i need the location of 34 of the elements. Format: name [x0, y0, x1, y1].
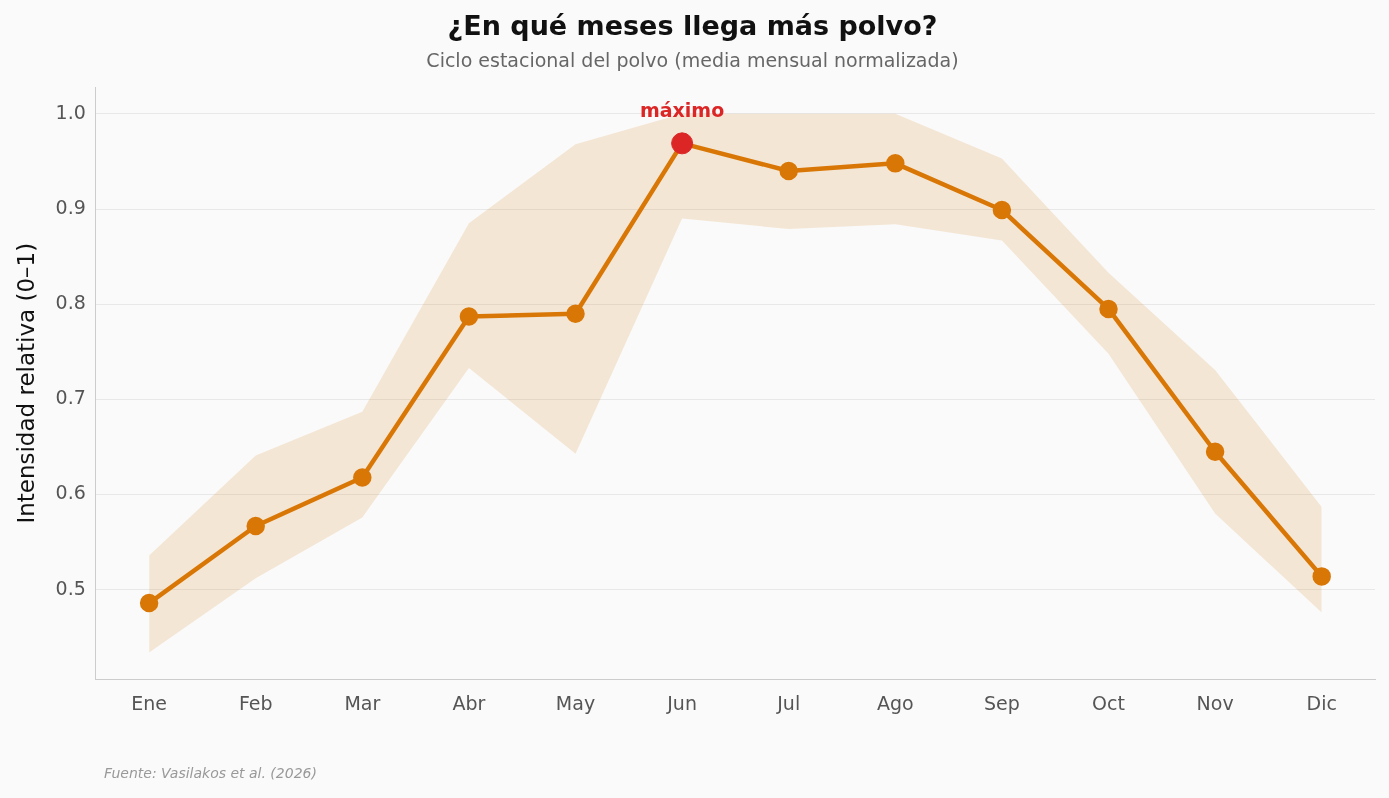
x-tick-label: Sep — [984, 691, 1020, 714]
x-tick-label: Jul — [776, 691, 801, 714]
y-tick-label: 0.8 — [55, 291, 86, 314]
x-tick-label: Mar — [344, 691, 381, 714]
y-tick-label: 0.5 — [55, 576, 86, 599]
point — [886, 154, 905, 173]
point — [566, 304, 585, 323]
y-tick-label: 0.7 — [55, 386, 86, 409]
y-tick-label: 0.6 — [55, 481, 86, 504]
y-tick-label: 1.0 — [55, 100, 86, 123]
y-axis-title: Intensidad relativa (0–1) — [12, 242, 39, 524]
x-tick-label: Feb — [238, 691, 273, 714]
point — [1312, 567, 1331, 586]
chart-subtitle: Ciclo estacional del polvo (media mensual normalizada) — [426, 48, 959, 71]
annotation: máximo — [639, 98, 725, 121]
x-tick-label: Ene — [131, 691, 167, 714]
point — [1205, 442, 1225, 461]
point — [1099, 299, 1118, 319]
x-tick-label: Ago — [876, 691, 914, 714]
y-tick-label: 0.9 — [55, 195, 86, 218]
x-tick-label: Nov — [1196, 691, 1234, 714]
source-note: Fuente: Vasilakos et al. (2026) — [104, 765, 317, 781]
point — [353, 468, 372, 487]
chart-title: ¿En qué meses llega más polvo? — [447, 10, 938, 42]
x-tick-label: May — [555, 691, 596, 714]
x-tick-label: Dic — [1306, 691, 1337, 714]
x-tick-label: Oct — [1092, 691, 1125, 714]
point — [246, 516, 265, 536]
x-tick-label: Abr — [452, 691, 486, 714]
point — [139, 593, 159, 613]
x-tick-label: Jun — [666, 691, 697, 714]
point — [459, 307, 479, 326]
point — [992, 200, 1012, 220]
point — [779, 161, 798, 181]
